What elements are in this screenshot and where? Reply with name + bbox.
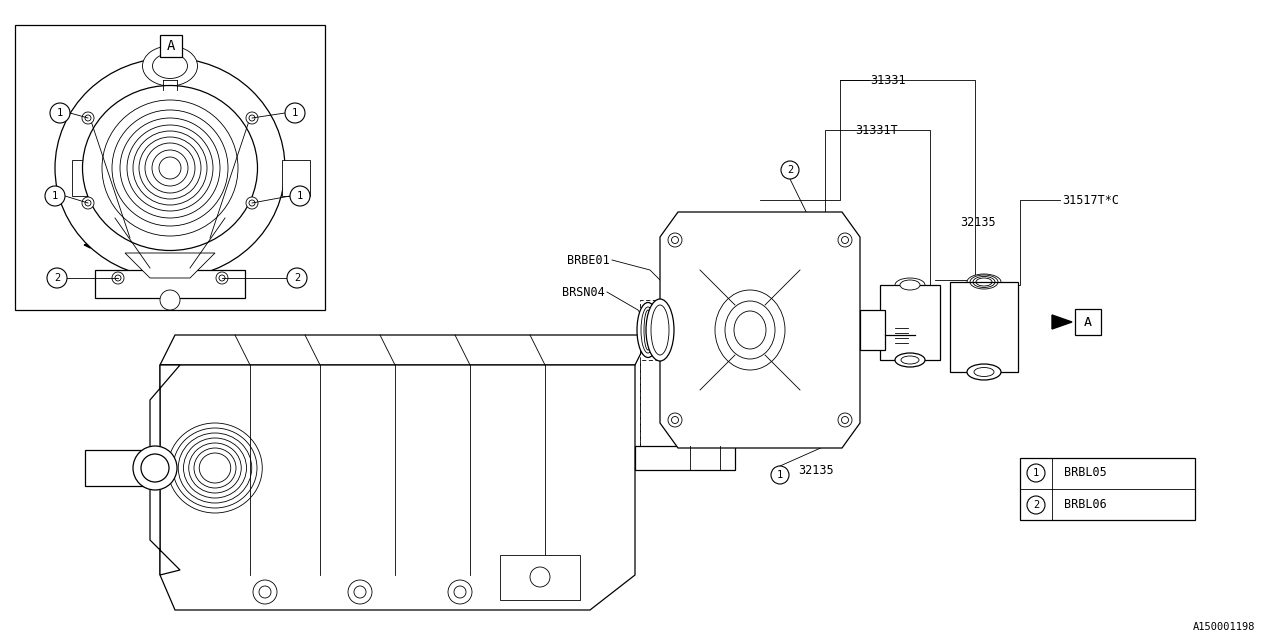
Circle shape bbox=[781, 161, 799, 179]
Circle shape bbox=[133, 131, 207, 205]
Bar bbox=[95, 270, 244, 298]
Text: BRBL06: BRBL06 bbox=[1064, 499, 1107, 511]
Circle shape bbox=[253, 580, 276, 604]
Bar bbox=[1020, 458, 1196, 520]
Text: 1: 1 bbox=[292, 108, 298, 118]
Circle shape bbox=[287, 268, 307, 288]
Circle shape bbox=[127, 125, 212, 211]
Text: A: A bbox=[166, 39, 175, 53]
Text: 2: 2 bbox=[294, 273, 300, 283]
Circle shape bbox=[45, 186, 65, 206]
Circle shape bbox=[838, 413, 852, 427]
Ellipse shape bbox=[652, 305, 669, 355]
Circle shape bbox=[838, 233, 852, 247]
Polygon shape bbox=[150, 365, 180, 575]
Circle shape bbox=[1027, 496, 1044, 514]
Ellipse shape bbox=[644, 310, 652, 350]
Text: 32135: 32135 bbox=[797, 463, 833, 477]
Ellipse shape bbox=[966, 274, 1001, 290]
Text: FRONT: FRONT bbox=[91, 223, 120, 233]
Text: 1: 1 bbox=[56, 108, 63, 118]
Circle shape bbox=[160, 290, 180, 310]
Ellipse shape bbox=[152, 54, 187, 79]
Circle shape bbox=[140, 137, 201, 199]
Circle shape bbox=[102, 100, 238, 236]
Ellipse shape bbox=[900, 280, 920, 290]
Circle shape bbox=[448, 580, 472, 604]
Circle shape bbox=[82, 197, 93, 209]
Ellipse shape bbox=[641, 307, 655, 353]
Text: 1: 1 bbox=[777, 470, 783, 480]
Circle shape bbox=[159, 157, 180, 179]
Circle shape bbox=[113, 272, 124, 284]
Polygon shape bbox=[660, 212, 860, 448]
Circle shape bbox=[285, 103, 305, 123]
Ellipse shape bbox=[974, 367, 995, 376]
Ellipse shape bbox=[895, 278, 925, 292]
Bar bbox=[84, 450, 155, 486]
Bar bbox=[881, 285, 940, 360]
Bar bbox=[1075, 309, 1101, 335]
Text: BRBE01: BRBE01 bbox=[567, 253, 611, 266]
Text: 32135: 32135 bbox=[960, 216, 996, 228]
Bar bbox=[160, 35, 182, 57]
Ellipse shape bbox=[55, 58, 285, 278]
Circle shape bbox=[668, 233, 682, 247]
Bar bbox=[950, 282, 1018, 372]
Text: 31331: 31331 bbox=[870, 74, 906, 86]
Text: 1: 1 bbox=[1033, 468, 1039, 478]
Bar bbox=[72, 160, 100, 196]
Circle shape bbox=[120, 118, 220, 218]
Bar bbox=[15, 25, 325, 310]
Ellipse shape bbox=[733, 311, 765, 349]
Circle shape bbox=[530, 567, 550, 587]
Ellipse shape bbox=[724, 301, 774, 359]
Ellipse shape bbox=[637, 303, 659, 358]
Ellipse shape bbox=[646, 299, 675, 361]
Circle shape bbox=[216, 272, 228, 284]
Circle shape bbox=[82, 112, 93, 124]
Polygon shape bbox=[500, 555, 580, 600]
Circle shape bbox=[668, 413, 682, 427]
Text: 31517T*C: 31517T*C bbox=[1062, 193, 1119, 207]
Circle shape bbox=[141, 454, 169, 482]
Circle shape bbox=[152, 150, 188, 186]
Circle shape bbox=[133, 446, 177, 490]
Circle shape bbox=[47, 268, 67, 288]
Circle shape bbox=[291, 186, 310, 206]
Text: BRBL05: BRBL05 bbox=[1064, 467, 1107, 479]
Text: 2: 2 bbox=[787, 165, 794, 175]
Polygon shape bbox=[125, 253, 215, 278]
Circle shape bbox=[771, 466, 788, 484]
Polygon shape bbox=[160, 365, 635, 610]
Circle shape bbox=[50, 103, 70, 123]
Text: 2: 2 bbox=[1033, 500, 1039, 510]
Ellipse shape bbox=[82, 86, 257, 250]
Text: 31331T: 31331T bbox=[855, 124, 897, 136]
Text: 2: 2 bbox=[54, 273, 60, 283]
Circle shape bbox=[246, 112, 259, 124]
Polygon shape bbox=[160, 335, 650, 365]
Circle shape bbox=[1027, 464, 1044, 482]
Circle shape bbox=[113, 110, 228, 226]
Ellipse shape bbox=[966, 364, 1001, 380]
Bar bbox=[860, 310, 884, 350]
Circle shape bbox=[348, 580, 372, 604]
Ellipse shape bbox=[901, 356, 919, 364]
Ellipse shape bbox=[716, 290, 785, 370]
Ellipse shape bbox=[895, 353, 925, 367]
Bar bbox=[282, 160, 310, 196]
Bar bbox=[635, 446, 735, 470]
Text: 1: 1 bbox=[52, 191, 58, 201]
Circle shape bbox=[145, 143, 195, 193]
Ellipse shape bbox=[142, 46, 197, 86]
Text: A: A bbox=[1084, 316, 1092, 328]
Text: BRSN04: BRSN04 bbox=[562, 285, 605, 298]
Text: 1: 1 bbox=[297, 191, 303, 201]
Polygon shape bbox=[1052, 315, 1073, 329]
Text: A150001198: A150001198 bbox=[1193, 622, 1254, 632]
Circle shape bbox=[246, 197, 259, 209]
